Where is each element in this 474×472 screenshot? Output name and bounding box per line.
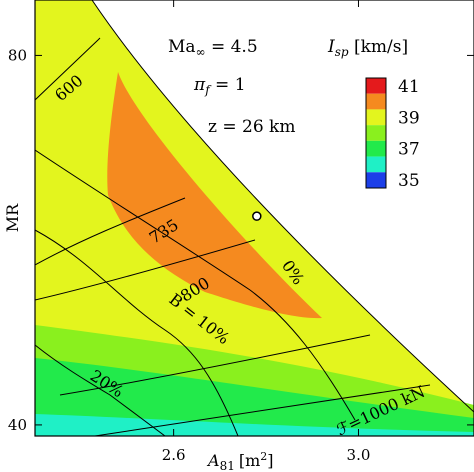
plot-frame xyxy=(34,0,474,437)
annotation-mach-sub: ∞ xyxy=(196,45,206,59)
x-tick-label: 2.6 xyxy=(162,446,186,464)
annotation-pi: πf = 1 xyxy=(193,75,246,97)
contour-B-10 xyxy=(35,229,239,436)
isp-region-40 xyxy=(107,72,322,319)
colorbar-title-sub: sp xyxy=(335,45,349,59)
operating-point-marker xyxy=(252,211,262,221)
annotation-pi-value: = 1 xyxy=(210,75,246,95)
contour-lines xyxy=(35,0,474,436)
colorbar-band xyxy=(366,109,386,126)
x-axis-label-main: A xyxy=(206,451,220,470)
contour-800 xyxy=(35,239,256,301)
annotation-pi-main: π xyxy=(193,75,206,95)
annotation-altitude: z = 26 km xyxy=(208,117,295,137)
axis-ticks: 2.6 3.0 40 80 xyxy=(8,0,474,464)
colorbar-band xyxy=(366,140,386,157)
contour-735 xyxy=(35,197,186,266)
isp-region-37 xyxy=(35,358,474,436)
x-axis-label: A81 [m2] xyxy=(206,450,274,472)
x-axis-label-sub: 81 xyxy=(220,459,235,472)
contour-thrust-1000 xyxy=(94,384,431,436)
colorbar-title-unit: [km/s] xyxy=(349,37,409,57)
contour-B-0 xyxy=(35,149,356,421)
colorbar-band xyxy=(366,156,386,173)
x-axis-label-unit: [m xyxy=(239,451,260,470)
y-tick-label: 80 xyxy=(8,46,27,64)
x-axis-label-unit-end: ] xyxy=(267,451,273,470)
isp-region-36 xyxy=(35,414,474,436)
colorbar-title: Isp [km/s] xyxy=(327,37,408,59)
colorbar-band xyxy=(366,125,386,141)
boundary-curve xyxy=(91,0,474,413)
annotation-mach-value: = 4.5 xyxy=(206,37,258,57)
colorbar-tick-label: 35 xyxy=(398,171,420,191)
colorbar: 41 39 37 35 xyxy=(365,77,420,191)
colorbar-band xyxy=(366,172,386,188)
annotation-pi-sub: f xyxy=(204,83,212,97)
colorbar-tick-label: 41 xyxy=(398,77,420,97)
contour-600 xyxy=(35,37,101,101)
annotation-mach: Ma∞ = 4.5 xyxy=(168,37,258,59)
colorbar-frame xyxy=(365,77,387,189)
annotation-mach-main: Ma xyxy=(168,37,196,57)
colorbar-band xyxy=(366,78,386,94)
colorbar-tick-label: 37 xyxy=(398,140,420,160)
colorbar-tick-label: 39 xyxy=(398,108,420,128)
y-tick-label: 40 xyxy=(8,416,27,434)
contour-B-20 xyxy=(35,344,166,436)
colorbar-band xyxy=(366,93,386,110)
x-tick-label: 3.0 xyxy=(347,446,371,464)
x-axis-label-unit-sup: 2 xyxy=(260,450,267,463)
y-axis-label: MR xyxy=(3,203,22,232)
colorbar-title-main: I xyxy=(327,37,335,57)
